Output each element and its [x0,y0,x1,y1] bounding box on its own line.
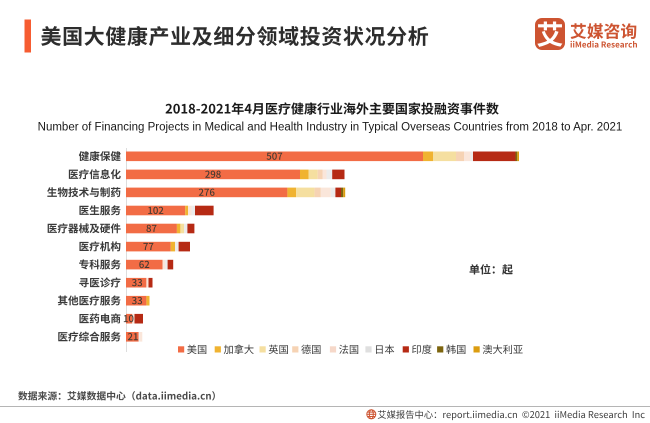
svg-text:Number of Financing Projects i: Number of Financing Projects in Medical … [38,122,623,134]
